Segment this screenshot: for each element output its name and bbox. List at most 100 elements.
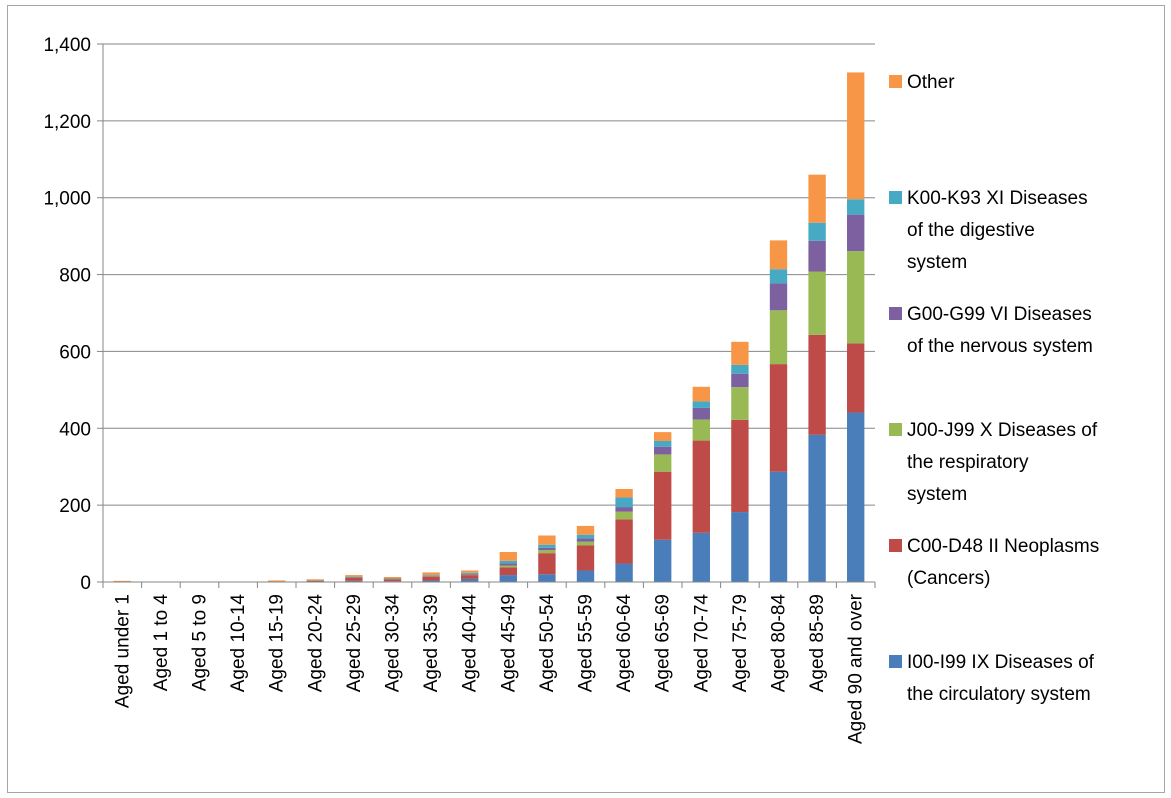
legend-label-line: (Cancers) [907,568,990,589]
legend-swatch [889,307,902,320]
bar-segment [306,580,324,581]
bar-segment [576,538,595,542]
legend-label-line: Other [907,72,955,93]
bar-segment [576,525,595,535]
bar-segment [731,512,749,582]
legend-label-line: J00-J99 X Diseases of [907,420,1098,441]
bar-segment [538,553,556,575]
category-label: Aged 65-69 [653,594,674,692]
bar-segment [268,580,286,582]
legend-label: K00-K93 XI Diseases of the digestive syste… [907,188,1088,273]
bar-segment [383,578,402,579]
category-label: Aged 35-39 [421,594,442,692]
bar-segment [615,519,633,564]
bar-segment [422,575,440,576]
bar-segment [306,579,324,581]
bar-segment [383,579,402,582]
bar-segment [692,401,710,408]
legend-swatch [889,191,902,204]
bar-segment [461,574,479,576]
bar-segment [538,544,556,548]
bar-segment [808,240,826,272]
category-label: Aged 40-44 [460,594,481,693]
category-label: Aged 80-84 [769,594,790,693]
bar-segment [576,570,595,582]
category-label: Aged 90 and over [846,593,867,744]
bar-segment [731,373,749,388]
bar-segment [538,574,556,582]
bar-segment [769,310,788,365]
bar-segment [383,578,402,580]
bar-segment [383,577,402,579]
legend-swatch [889,75,902,88]
bar-segment [461,570,479,573]
legend-label: C00-D48 II Neoplasms (Cancers) [907,536,1099,589]
category-label: Aged 25-29 [344,594,365,692]
bar-segment [731,341,749,365]
bar-segment [499,563,517,566]
chart-frame [7,5,1165,793]
bar-segment [499,567,517,576]
bars [113,72,865,583]
bar-segment [306,580,324,582]
bar-segment [615,507,633,512]
legend: Other K00-K93 XI Diseases of the digestive… [889,72,1099,705]
y-tick-label: 1,400 [43,35,91,56]
bar-segment [499,560,517,564]
category-label: Aged 10-14 [228,594,249,693]
bar-segment [847,72,865,200]
bar-segment [538,547,556,551]
category-label: Aged 15-19 [267,594,288,692]
category-label: Aged 1 to 4 [151,594,172,692]
bar-segment [808,222,826,241]
y-tick-label: 1,000 [43,189,91,210]
bar-segment [615,497,633,508]
legend-label-line: of the nervous system [907,336,1093,357]
bar-segment [461,573,479,575]
legend-label-line: system [907,484,967,505]
bar-segment [461,575,479,579]
category-label: Aged 50-54 [537,594,558,693]
bar-segment [692,419,710,441]
legend-label: Other [907,72,955,93]
bar-segment [499,575,517,582]
bar-segment [731,364,749,374]
legend-label-line: C00-D48 II Neoplasms [907,536,1099,557]
bar-segment [808,434,826,582]
legend-label-line: I00-I99 IX Diseases of [907,652,1095,673]
bar-segment [499,565,517,568]
bar-segment [422,576,440,577]
bar-segment [654,471,672,540]
bar-segment [576,545,595,571]
legend-swatch [889,539,902,552]
legend-label: G00-G99 VI Diseases of the nervous system [907,304,1093,357]
bar-segment [345,580,363,582]
legend-swatch [889,423,902,436]
bar-segment [615,563,633,582]
bar-segment [538,550,556,554]
bar-segment [654,432,672,441]
bar-segment [847,343,865,413]
bar-segment [576,534,595,539]
legend-label-line: system [907,252,967,273]
bar-segment [345,576,363,578]
bar-segment [808,174,826,223]
bar-segment [692,386,710,402]
category-label: Aged 85-89 [807,594,828,692]
bar-segment [654,539,672,582]
bar-segment [422,580,440,582]
y-tick-label: 0 [80,573,91,594]
bar-segment [383,578,402,580]
bar-segment [731,419,749,513]
bar-segment [769,240,788,270]
category-label: Aged 5 to 9 [190,594,211,691]
bar-segment [769,471,788,582]
legend-label-line: of the digestive [907,220,1035,241]
bar-segment [692,532,710,582]
y-tick-label: 600 [59,342,91,363]
legend-label-line: K00-K93 XI Diseases [907,188,1088,209]
gridlines [103,43,875,506]
bar-segment [769,364,788,472]
category-label: Aged 55-59 [576,594,597,692]
